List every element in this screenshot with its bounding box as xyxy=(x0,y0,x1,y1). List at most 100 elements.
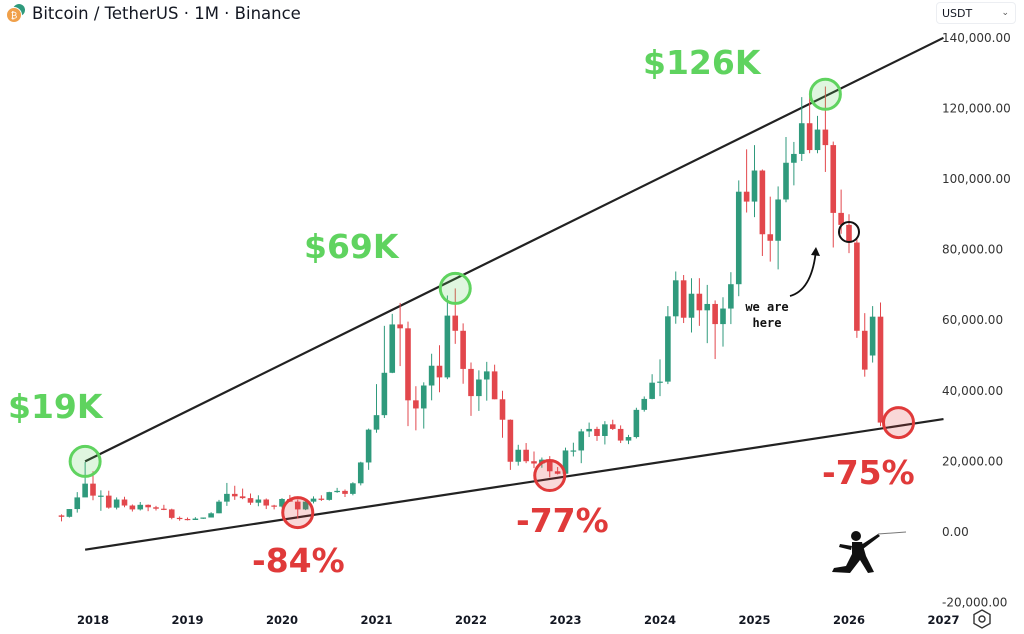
candle xyxy=(326,491,333,501)
candle-body xyxy=(869,316,876,356)
candle xyxy=(255,495,262,507)
peak-label-126k: $126K xyxy=(643,43,762,82)
candle xyxy=(751,145,758,218)
candle-body xyxy=(444,315,451,378)
candle-body xyxy=(822,129,829,146)
candle xyxy=(239,488,246,500)
y-tick-label: 100,000.00 xyxy=(942,172,1011,186)
candle-body xyxy=(294,501,301,510)
candle xyxy=(294,499,301,519)
candle-body xyxy=(491,371,498,400)
candle-body xyxy=(570,450,577,452)
candle-body xyxy=(176,517,183,520)
candle xyxy=(554,467,561,475)
candle xyxy=(161,504,167,511)
candle-body xyxy=(791,153,797,163)
currency-selector[interactable]: USDT ⌄ xyxy=(936,2,1016,24)
candle xyxy=(570,442,577,457)
candle-body xyxy=(413,400,419,409)
candle-body xyxy=(318,498,325,500)
candle-body xyxy=(476,379,482,397)
candle-body xyxy=(507,419,514,462)
candle-body xyxy=(468,368,474,397)
candle xyxy=(436,345,443,393)
candle xyxy=(310,496,317,504)
current-position-marker xyxy=(838,220,860,243)
candle xyxy=(145,504,151,512)
candle-body xyxy=(783,162,789,200)
candle-body xyxy=(562,450,569,474)
candle-body xyxy=(735,191,742,285)
y-tick-label: 120,000.00 xyxy=(942,101,1011,115)
candle-body xyxy=(90,483,96,496)
candle-body xyxy=(798,123,805,154)
candle xyxy=(168,508,175,520)
candle-body xyxy=(649,382,655,399)
chevron-down-icon: ⌄ xyxy=(1001,8,1009,18)
candle xyxy=(279,498,285,508)
candle xyxy=(767,196,774,262)
candle xyxy=(483,361,490,401)
y-tick-label: 0.00 xyxy=(942,525,969,539)
candle xyxy=(798,97,805,161)
candle xyxy=(688,278,695,333)
candle xyxy=(491,364,498,400)
trendline-upper xyxy=(84,36,944,463)
candle xyxy=(594,426,600,441)
candle xyxy=(224,482,230,506)
candle xyxy=(468,362,474,416)
we-are-label: we are xyxy=(745,300,788,314)
candle-body xyxy=(460,330,466,369)
candle xyxy=(602,421,608,445)
candle-body xyxy=(302,501,309,510)
candle-body xyxy=(523,449,529,462)
candle xyxy=(830,141,837,248)
peak-marker xyxy=(438,271,472,305)
candle-body xyxy=(271,505,277,507)
candle-body xyxy=(633,409,640,438)
x-tick-label: 2026 xyxy=(833,613,865,627)
candle-body xyxy=(113,499,120,508)
candle xyxy=(704,284,711,344)
candle-body xyxy=(775,199,781,241)
candle-body xyxy=(861,330,868,370)
candle-body xyxy=(82,483,88,498)
candle xyxy=(200,517,207,519)
candle-body xyxy=(838,212,844,225)
candle xyxy=(712,300,718,360)
candle xyxy=(444,295,451,380)
candle-body xyxy=(657,381,663,383)
candle xyxy=(66,509,73,518)
candle xyxy=(105,490,112,509)
candle-body xyxy=(625,437,632,441)
candle xyxy=(350,482,356,496)
candle-body xyxy=(602,424,608,436)
candle-body xyxy=(247,498,254,503)
trendline-lower xyxy=(84,417,944,551)
x-tick-label: 2027 xyxy=(927,613,959,627)
candle-body xyxy=(405,328,411,401)
peak-label-19k: $19K xyxy=(8,387,104,426)
settings-icon[interactable] xyxy=(973,609,991,629)
candle xyxy=(460,323,466,384)
candle-body xyxy=(586,428,592,432)
symbol-title[interactable]: Bitcoin / TetherUS · 1M · Binance xyxy=(32,3,301,23)
candle-body xyxy=(129,505,136,510)
bitcoin-icon: ₿ xyxy=(6,4,25,23)
candle xyxy=(586,422,592,438)
candle xyxy=(696,278,703,326)
candle xyxy=(397,302,403,367)
candle-body xyxy=(373,415,380,430)
candle xyxy=(58,514,65,522)
candle-body xyxy=(806,123,813,151)
candle xyxy=(263,498,270,510)
candle-body xyxy=(428,365,435,386)
candle xyxy=(665,306,671,385)
candle xyxy=(381,325,388,418)
candle-body xyxy=(365,429,372,463)
candle xyxy=(617,425,624,444)
candle xyxy=(822,86,829,172)
candle-body xyxy=(854,242,860,331)
candle-body xyxy=(279,498,285,507)
